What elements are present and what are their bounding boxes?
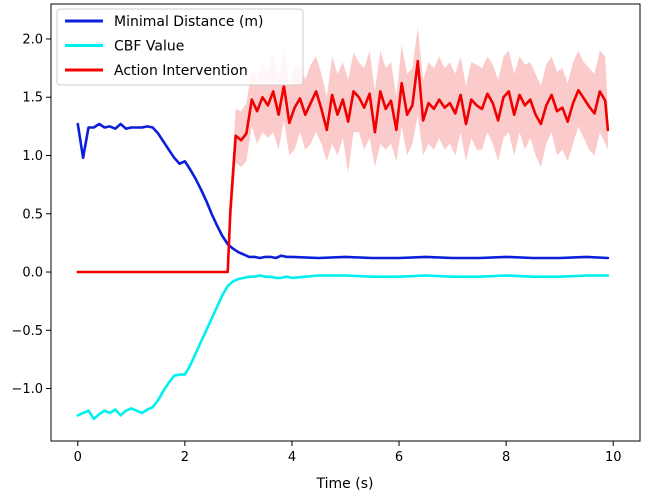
legend-label-1: CBF Value: [114, 39, 184, 55]
y-tick-label: −0.5: [11, 324, 43, 339]
y-tick-label: 1.0: [22, 149, 43, 164]
confidence-bands: [77, 27, 608, 272]
y-tick-label: −1.0: [11, 382, 43, 397]
x-tick-label: 4: [288, 450, 296, 465]
series-lines: [76, 59, 610, 421]
legend-box: [56, 8, 304, 86]
x-ticks: 0 2 4 6 8 10: [74, 441, 622, 465]
y-tick-label: 1.5: [22, 91, 43, 106]
y-tick-label: 2.0: [22, 32, 43, 47]
y-tick-label: 0.5: [22, 207, 43, 222]
x-tick-label: 8: [502, 450, 510, 465]
x-tick-label: 0: [74, 450, 82, 465]
y-ticks: −1.0 −0.5 0.0 0.5 1.0 1.5 2.0: [11, 32, 51, 397]
series-line-0: [76, 122, 610, 260]
x-tick-label: 2: [181, 450, 189, 465]
x-tick-label: 10: [605, 450, 622, 465]
series-line-1: [76, 274, 610, 421]
legend-label-2: Action Intervention: [114, 63, 248, 79]
legend-label-0: Minimal Distance (m): [114, 14, 264, 30]
legend: Minimal Distance (m) CBF Value Action Inte…: [56, 8, 304, 86]
axes-frame: [50, 3, 641, 442]
y-tick-label: 0.0: [22, 266, 43, 281]
x-axis-label: Time (s): [316, 476, 374, 492]
series-band-2: [77, 27, 608, 272]
series-line-2: [76, 59, 610, 274]
x-tick-label: 6: [395, 450, 403, 465]
